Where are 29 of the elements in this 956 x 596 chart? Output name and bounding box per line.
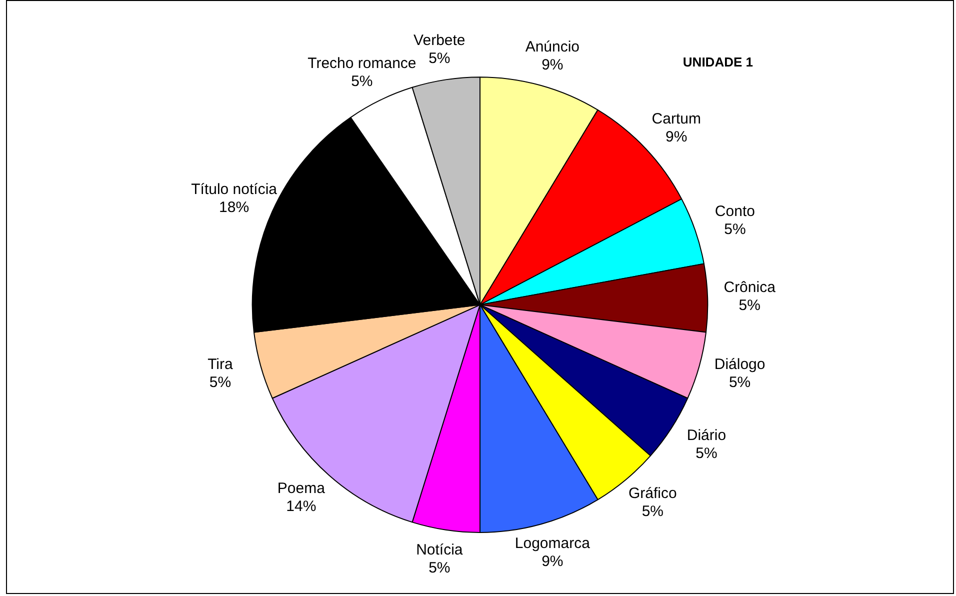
- data-label: 14%: [286, 498, 316, 515]
- slice-label: Poema: [277, 480, 326, 497]
- data-label: 5%: [728, 374, 751, 392]
- slice-label: Verbete: [414, 32, 466, 50]
- slice-label: Logomarca: [514, 535, 591, 552]
- data-label: 5%: [724, 220, 746, 238]
- slice-label: Conto: [714, 202, 755, 220]
- data-label: 5%: [351, 73, 373, 90]
- data-label: 5%: [428, 560, 450, 577]
- slice-label: Diário: [686, 426, 726, 444]
- slice-label: Título notícia: [191, 181, 278, 198]
- data-label: 9%: [542, 553, 564, 570]
- data-label: 5%: [428, 50, 450, 68]
- slice-label: Notícia: [416, 542, 464, 559]
- slice-label: Tira: [208, 356, 234, 374]
- data-label: 18%: [219, 199, 250, 216]
- data-label: 5%: [642, 502, 664, 520]
- data-label: 5%: [209, 374, 232, 392]
- slice-label: Gráfico: [628, 484, 677, 502]
- data-label: 5%: [696, 444, 718, 462]
- data-label: 9%: [666, 128, 688, 146]
- slice-label: Crônica: [724, 279, 776, 296]
- slice-label: Trecho romance: [308, 55, 416, 72]
- slice-label: Diálogo: [714, 356, 766, 374]
- data-label: 9%: [542, 56, 564, 74]
- data-label: 5%: [738, 297, 760, 314]
- text: UNIDADE 1: [682, 54, 753, 70]
- slice-label: Cartum: [652, 110, 701, 128]
- slice-label: Anúncio: [525, 38, 580, 56]
